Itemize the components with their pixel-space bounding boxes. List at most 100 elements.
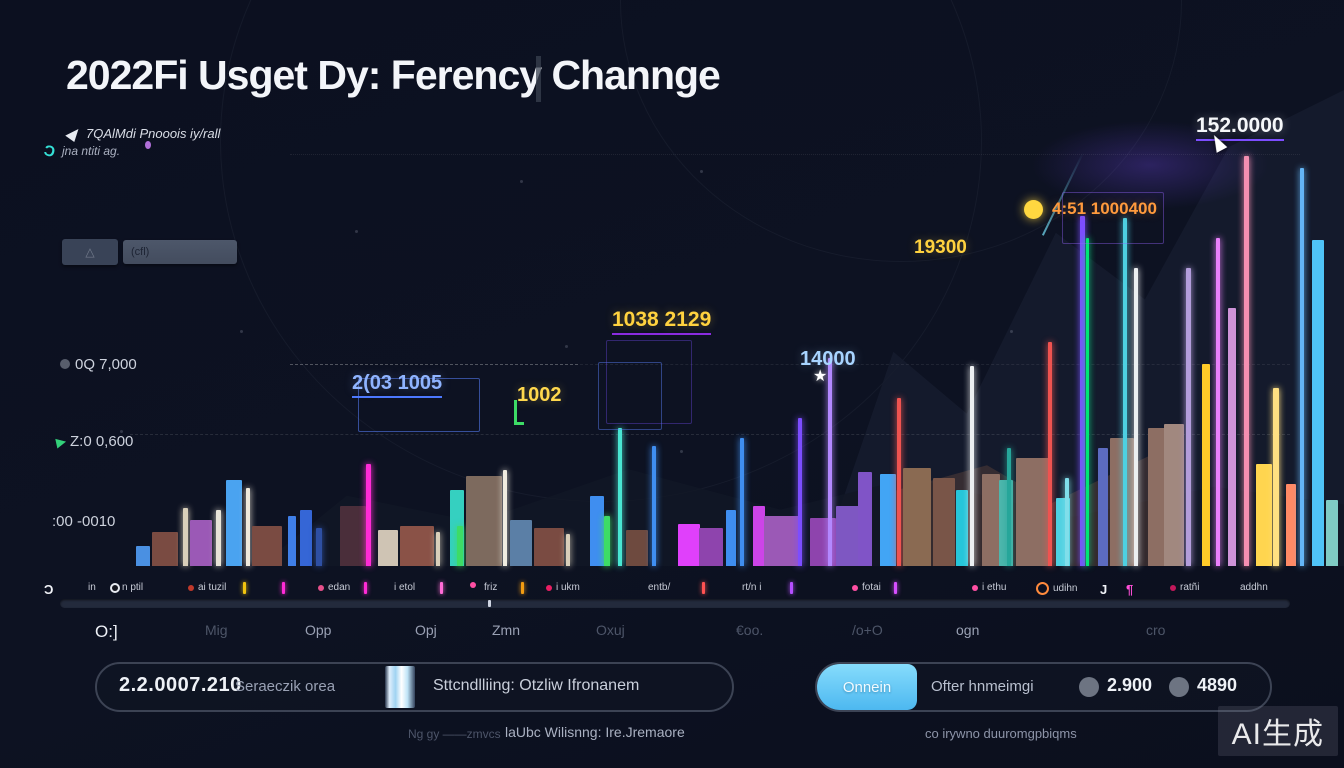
y-axis-label: ▶ Z:0 0,600 [54, 433, 134, 450]
bar [1110, 438, 1134, 566]
bar [1123, 218, 1127, 566]
bar [183, 508, 188, 566]
legend-item[interactable]: entb/ [648, 582, 670, 593]
legend-tick-icon [894, 582, 897, 594]
x-axis-tick-label: cro [1146, 622, 1166, 638]
legend-dot-icon [1170, 584, 1176, 591]
green-bracket-icon [514, 400, 524, 425]
value-label: 2(03 1005 [352, 372, 443, 398]
x-axis-tick-label: €oo. [736, 622, 764, 638]
legend-item[interactable] [702, 582, 705, 594]
bar [400, 526, 434, 566]
label-underline [352, 396, 443, 398]
bar [652, 446, 656, 566]
dot [520, 180, 523, 183]
legend-item[interactable]: ratñi [1170, 582, 1199, 593]
thumbnail-image[interactable] [385, 666, 415, 708]
bar [726, 510, 736, 566]
legend-item[interactable]: fotai [852, 582, 881, 593]
bar [1202, 364, 1210, 566]
cursor-icon [1208, 132, 1228, 153]
legend-item[interactable]: ¶ [1126, 582, 1133, 597]
legend-item-label: in [88, 582, 96, 593]
bar [880, 474, 896, 566]
bar [1016, 458, 1050, 566]
legend-tick-icon [702, 582, 705, 594]
legend-item[interactable] [243, 582, 246, 594]
bar [1286, 484, 1296, 566]
x-axis-tick-label: /o+O [852, 622, 883, 638]
legend-ring-icon [1036, 582, 1049, 595]
legend-item-label: addhn [1240, 582, 1268, 593]
y-axis-label: :00 -0010 [52, 513, 116, 530]
bar [753, 506, 765, 566]
bar [534, 528, 564, 566]
legend-item[interactable]: Ɔ [44, 582, 53, 597]
panel-label: Seraeczik orea [235, 678, 336, 695]
legend-item-label: i ethu [982, 582, 1007, 593]
bar [982, 474, 1000, 566]
bar [828, 358, 832, 566]
flask-icon: △ [85, 245, 95, 259]
toolbar-wide-button[interactable]: (cfl) [123, 240, 237, 264]
bar [903, 468, 931, 566]
bar [678, 524, 700, 566]
legend-item[interactable]: udihn [1036, 582, 1077, 595]
bar [1326, 500, 1338, 566]
legend-glyph-icon: ¶ [1126, 582, 1134, 597]
legend-item[interactable] [894, 582, 897, 594]
legend-item[interactable]: in [88, 582, 96, 593]
legend-item-label: i etol [394, 582, 416, 593]
legend-item[interactable]: J [1100, 582, 1107, 597]
legend-item[interactable]: i etol [394, 582, 415, 593]
yellow-dot-icon [1024, 200, 1043, 219]
toolbar-icon-button[interactable]: △ [62, 239, 118, 265]
bar [1164, 424, 1184, 566]
horizontal-scrollbar[interactable] [60, 599, 1290, 608]
bar [1134, 268, 1138, 566]
bar-chart-plot-area [60, 140, 1338, 566]
legend-item[interactable] [470, 582, 476, 588]
bar [858, 472, 872, 566]
dot-icon [60, 359, 70, 369]
bar [152, 532, 178, 566]
ai-watermark: AI生成 [1217, 706, 1338, 756]
legend-item[interactable] [282, 582, 285, 594]
outline-box [606, 340, 692, 424]
legend-item[interactable]: ai tuzil [188, 582, 226, 593]
legend-item[interactable]: i ethu [972, 582, 1006, 593]
legend-item[interactable] [364, 582, 367, 594]
legend-item[interactable]: n ptil [112, 582, 143, 593]
legend-item[interactable]: edan [318, 582, 350, 593]
legend-tick-icon [521, 582, 524, 594]
x-axis-tick-label: ogn [956, 622, 980, 638]
legend-item[interactable]: friz [484, 582, 497, 593]
bar [590, 496, 604, 566]
legend-dot-icon [318, 584, 324, 591]
text-cursor [536, 56, 541, 102]
legend-item[interactable] [790, 582, 793, 594]
bar [970, 366, 974, 566]
legend-item[interactable]: rt/n i [742, 582, 761, 593]
star-icon: ★ [813, 368, 828, 385]
gridline-top-dotted [290, 154, 1300, 155]
bar [897, 398, 901, 566]
bar [1065, 478, 1069, 566]
legend-item[interactable]: addhn [1240, 582, 1268, 593]
legend-item[interactable]: i ukm [546, 582, 580, 593]
primary-action-button[interactable]: Onnein [817, 664, 917, 710]
bar [466, 476, 502, 566]
legend-item[interactable] [440, 582, 443, 594]
scrollbar-tick [488, 600, 491, 607]
bar [699, 528, 723, 566]
stat-value-2: 4890 [1197, 675, 1238, 695]
bar [1080, 216, 1085, 566]
legend-tick-icon [440, 582, 443, 594]
legend-glyph-icon: J [1100, 582, 1108, 597]
bar [1244, 156, 1249, 566]
bar [956, 490, 968, 566]
legend-item[interactable] [521, 582, 524, 594]
